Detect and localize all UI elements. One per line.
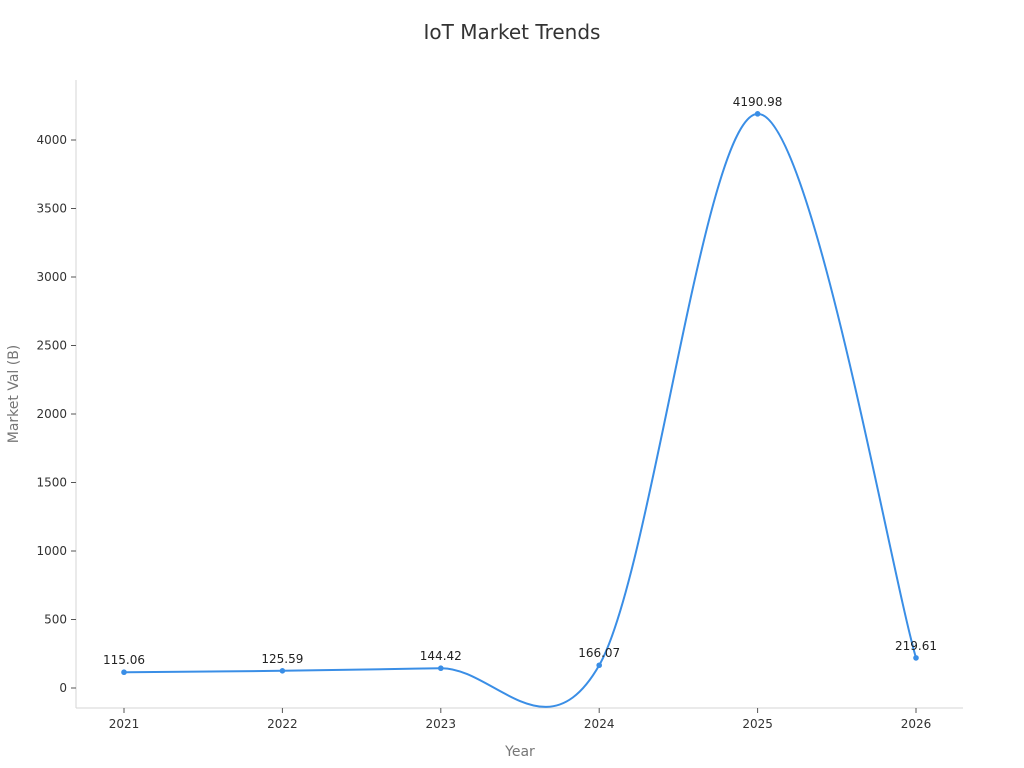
x-tick-label: 2022 <box>267 717 298 731</box>
x-tick-label: 2026 <box>901 717 932 731</box>
y-tick-label: 3500 <box>36 202 67 216</box>
plot-frame <box>75 80 963 709</box>
data-point <box>596 662 602 669</box>
data-point <box>754 111 761 117</box>
y-tick-label: 3000 <box>36 270 67 284</box>
x-tick-label: 2023 <box>426 717 457 731</box>
data-labels: 115.06 125.59 144.42 166.07 4190.98 219.61 <box>103 95 937 667</box>
data-label: 219.61 <box>895 639 937 653</box>
y-tick-label: 1000 <box>36 544 67 558</box>
series-line <box>123 112 917 708</box>
y-tick-label: 500 <box>44 613 67 627</box>
y-tick-label: 0 <box>59 681 67 695</box>
data-label: 144.42 <box>420 649 462 663</box>
data-point <box>913 655 919 661</box>
y-axis-ticks: 0 500 1000 1500 2000 2500 3000 3500 4000 <box>36 133 76 695</box>
data-point <box>438 665 444 672</box>
data-markers <box>121 111 919 676</box>
data-label: 125.59 <box>261 652 303 666</box>
x-axis-title: Year <box>504 744 535 760</box>
chart-title: IoT Market Trends <box>423 20 601 44</box>
data-label: 115.06 <box>103 653 145 667</box>
y-tick-label: 2000 <box>36 407 67 421</box>
x-axis-ticks: 2021 2022 2023 2024 2025 2026 <box>109 708 932 731</box>
y-tick-label: 1500 <box>36 476 67 490</box>
x-tick-label: 2021 <box>109 717 140 731</box>
x-tick-label: 2024 <box>584 717 615 731</box>
data-point <box>279 667 286 674</box>
y-tick-label: 2500 <box>36 339 67 353</box>
x-tick-label: 2025 <box>742 717 773 731</box>
y-axis-title: Market Val (B) <box>6 345 22 444</box>
y-tick-label: 4000 <box>36 133 67 147</box>
data-label: 166.07 <box>578 646 620 660</box>
data-label: 4190.98 <box>733 95 783 109</box>
data-point <box>121 669 127 676</box>
